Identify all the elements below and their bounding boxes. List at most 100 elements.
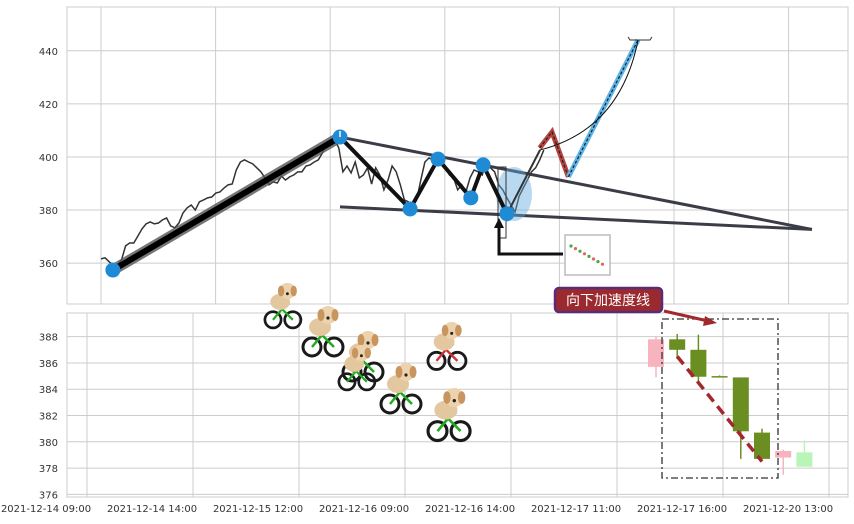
xtick-label: 2021-12-16 14:00 (425, 504, 515, 515)
candle-body (648, 339, 664, 367)
puppy-nose (450, 331, 454, 335)
zigzag-line (338, 135, 509, 215)
annotation-box (553, 286, 664, 314)
thumbnail-dot (582, 252, 587, 256)
puppy-bike-icon (426, 321, 468, 371)
puppy-nose (326, 316, 330, 320)
puppy-head (359, 331, 377, 349)
puppy-bike-icon (301, 306, 345, 358)
top-panel: 360 380 400 420 440 (39, 6, 849, 305)
xtick-label: 2021-12-17 11:00 (531, 504, 621, 515)
thumbnail-dot (578, 249, 582, 253)
xtick-label: 2021-12-20 13:00 (743, 504, 833, 515)
wheel-icon (447, 350, 468, 371)
puppy-nose (285, 292, 289, 296)
xtick-label: 2021-12-14 09:00 (1, 504, 91, 515)
wheel-icon (301, 336, 323, 358)
thumbnail-dot (569, 244, 573, 248)
mini-candle-box (497, 166, 507, 239)
puppy-head (443, 321, 461, 340)
accel-line (675, 355, 764, 463)
bottom-ytick-label: 376 (39, 490, 58, 501)
wheel-icon (379, 393, 401, 415)
annotation-group: 向下加速度线 (553, 286, 664, 314)
candle-body (690, 349, 707, 377)
puppy-head (353, 344, 370, 362)
candle-body (796, 452, 813, 467)
target-tick (627, 36, 653, 41)
top-ytick-label: 360 (39, 259, 58, 270)
pivot-point (475, 157, 491, 173)
puppy-ear (290, 285, 297, 297)
zigzag-main (111, 134, 342, 273)
puppy-ear (277, 285, 285, 297)
selection-box (661, 318, 779, 479)
wheel-icon (337, 372, 357, 392)
projection-arc (539, 39, 639, 151)
thumbnail-dot (600, 262, 605, 266)
top-ytick-label: 420 (39, 100, 58, 111)
xtick-label: 2021-12-17 16:00 (637, 504, 727, 515)
thumbnail-dot (587, 254, 591, 258)
wheel-icon (283, 310, 303, 330)
puppy-ear (395, 366, 403, 378)
top-ytick-label: 380 (39, 206, 58, 217)
annotation-label: 向下加速度线 (566, 293, 650, 309)
thumbnail-dot (596, 260, 600, 264)
puppy-ear (317, 309, 325, 321)
puppy-ear (357, 334, 365, 346)
puppy-head (397, 363, 415, 381)
bottom-ytick-label: 378 (39, 464, 58, 475)
xtick-label: 2021-12-14 14:00 (107, 504, 197, 515)
candle-body (754, 432, 770, 459)
pivot-point (499, 206, 515, 222)
decorations (263, 282, 472, 443)
puppy-head (444, 388, 464, 407)
lower-trendline (339, 205, 813, 231)
red-zigzag-dash (539, 130, 569, 178)
top-ytick-label: 440 (39, 47, 58, 58)
puppy-ear (455, 324, 462, 337)
pointer-arrow (497, 226, 563, 256)
puppy-nose (404, 373, 408, 377)
annotation-arrowhead-icon (703, 316, 717, 326)
pivot-point (463, 190, 479, 206)
wheel-icon (426, 350, 447, 371)
puppy-ear (457, 391, 466, 404)
wheel-icon (263, 310, 283, 330)
pivot-point (402, 201, 418, 217)
breakout-line (506, 149, 541, 215)
bottom-ytick-label: 384 (39, 385, 58, 396)
puppy-ear (441, 324, 449, 337)
puppy-ear (409, 366, 417, 378)
puppy-head (279, 282, 296, 300)
bottom-ytick-label: 382 (39, 412, 58, 423)
blue-projection-dash (567, 39, 639, 178)
wheel-icon (449, 420, 472, 443)
puppy-nose (366, 341, 370, 345)
puppy-ear (351, 347, 359, 359)
puppy-bike-icon (337, 344, 377, 392)
wheel-icon (401, 393, 423, 415)
wheel-icon (426, 420, 449, 443)
puppy-bike-icon (426, 388, 472, 443)
thumbnail-dot (591, 257, 596, 261)
wheel-icon (323, 336, 345, 358)
pivot-point (430, 151, 446, 167)
candle-body (711, 376, 728, 378)
bottom-ytick-label: 388 (39, 333, 58, 344)
xtick-label: 2021-12-16 09:00 (319, 504, 409, 515)
pivot-point (332, 129, 348, 145)
thumbnail-inset (564, 234, 611, 276)
puppy-ear (443, 391, 451, 404)
puppy-ear (371, 334, 379, 346)
candle-body (669, 339, 686, 350)
bottom-ytick-label: 386 (39, 359, 58, 370)
arrowhead-icon (494, 218, 504, 228)
top-plot-area (66, 6, 849, 305)
thumbnail-dot (573, 247, 578, 251)
puppy-nose (359, 354, 363, 358)
upper-trendline (339, 135, 813, 231)
puppy-ear (364, 347, 371, 359)
